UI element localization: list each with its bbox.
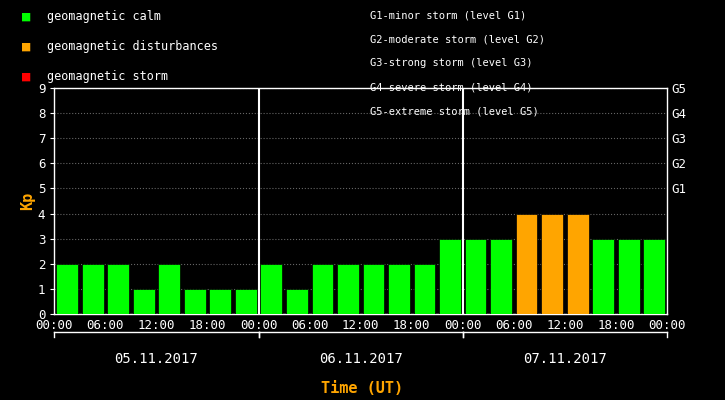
Bar [82, 264, 104, 314]
Text: G3-strong storm (level G3): G3-strong storm (level G3) [370, 58, 532, 68]
Bar [439, 239, 461, 314]
Bar [414, 264, 435, 314]
Text: geomagnetic calm: geomagnetic calm [47, 10, 161, 23]
Bar [362, 264, 384, 314]
Text: 06.11.2017: 06.11.2017 [319, 352, 402, 366]
Text: G5-extreme storm (level G5): G5-extreme storm (level G5) [370, 106, 539, 116]
Bar [57, 264, 78, 314]
Bar [592, 239, 614, 314]
Bar [643, 239, 665, 314]
Bar [312, 264, 334, 314]
Text: 05.11.2017: 05.11.2017 [115, 352, 199, 366]
Text: geomagnetic storm: geomagnetic storm [47, 70, 168, 83]
Text: Time (UT): Time (UT) [321, 381, 404, 396]
Bar [235, 289, 257, 314]
Bar [107, 264, 129, 314]
Bar [490, 239, 512, 314]
Bar [133, 289, 154, 314]
Text: ■: ■ [22, 70, 30, 84]
Bar [260, 264, 282, 314]
Bar [388, 264, 410, 314]
Bar [515, 214, 537, 314]
Y-axis label: Kp: Kp [20, 192, 35, 210]
Bar [567, 214, 589, 314]
Text: ■: ■ [22, 10, 30, 24]
Text: G1-minor storm (level G1): G1-minor storm (level G1) [370, 10, 526, 20]
Bar [465, 239, 486, 314]
Text: G4-severe storm (level G4): G4-severe storm (level G4) [370, 82, 532, 92]
Text: ■: ■ [22, 40, 30, 54]
Bar [618, 239, 639, 314]
Bar [158, 264, 180, 314]
Bar [286, 289, 307, 314]
Bar [210, 289, 231, 314]
Bar [337, 264, 359, 314]
Text: geomagnetic disturbances: geomagnetic disturbances [47, 40, 218, 53]
Text: G2-moderate storm (level G2): G2-moderate storm (level G2) [370, 34, 544, 44]
Text: 07.11.2017: 07.11.2017 [523, 352, 607, 366]
Bar [542, 214, 563, 314]
Bar [184, 289, 206, 314]
